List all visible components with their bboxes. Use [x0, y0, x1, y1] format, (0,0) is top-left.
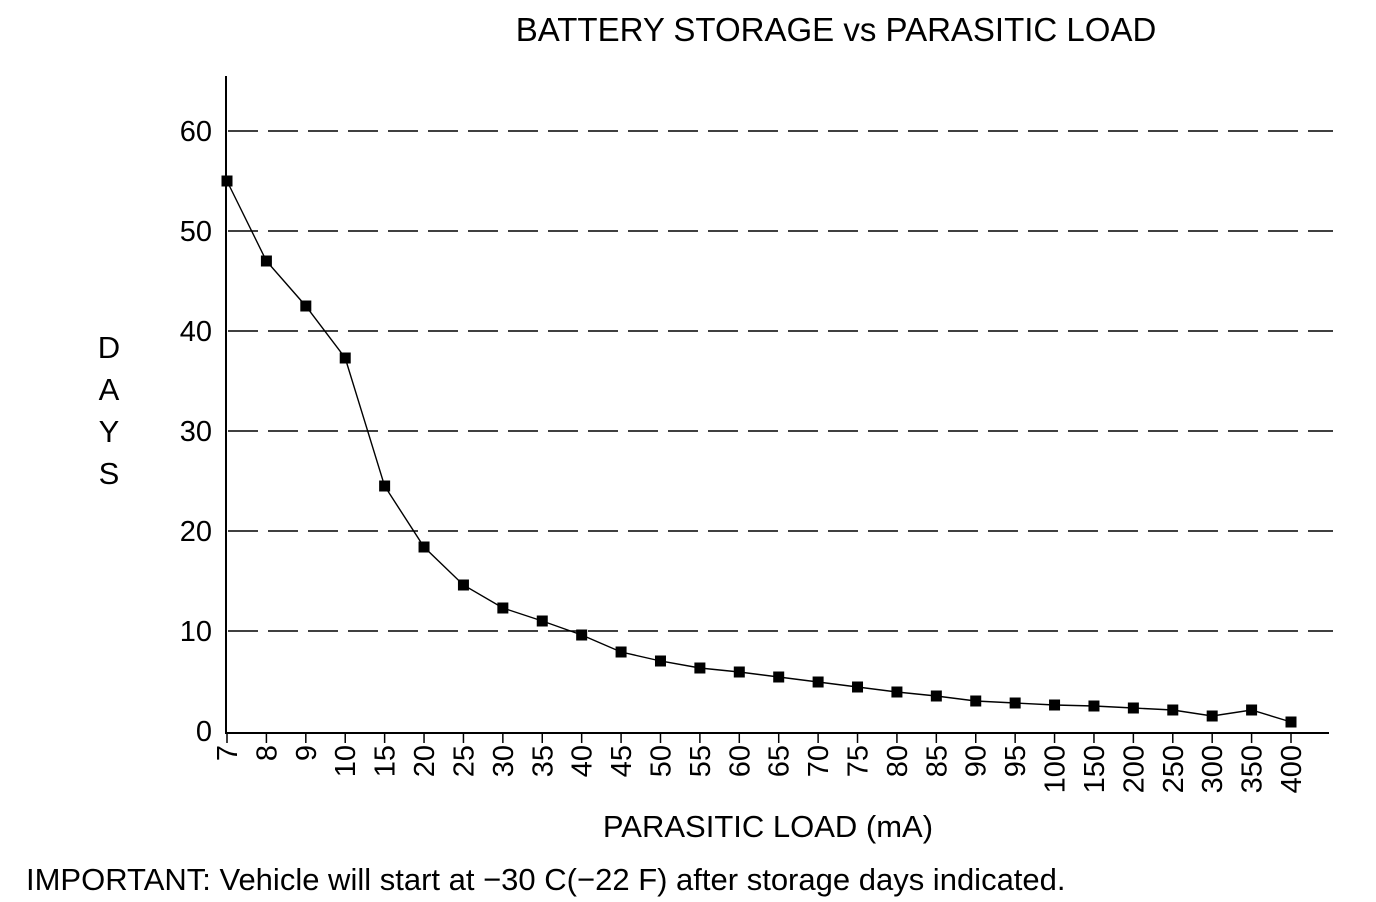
data-point-55: [694, 662, 706, 674]
x-tick-label-55: 55: [685, 745, 717, 777]
y-tick-label-30: 30: [180, 416, 212, 448]
chart-title: BATTERY STORAGE vs PARASITIC LOAD: [516, 11, 1157, 48]
data-point-10: [339, 352, 351, 364]
x-tick-label-80: 80: [882, 745, 914, 777]
x-tick-label-45: 45: [606, 745, 638, 777]
x-tick-label-50: 50: [645, 745, 677, 777]
y-tick-label-40: 40: [180, 316, 212, 348]
data-point-50: [654, 655, 666, 667]
data-point-100: [1049, 699, 1061, 711]
data-point-300: [1206, 710, 1218, 722]
data-point-75: [852, 681, 864, 693]
y-axis-label-letter: S: [99, 456, 120, 491]
y-tick-label-50: 50: [180, 216, 212, 248]
data-point-400: [1285, 716, 1297, 728]
data-point-95: [1009, 697, 1021, 709]
data-point-8: [260, 255, 272, 267]
x-tick-label-8: 8: [251, 745, 283, 761]
data-point-65: [773, 671, 785, 683]
x-tick-label-95: 95: [1000, 745, 1032, 777]
data-point-250: [1167, 704, 1179, 716]
y-tick-label-0: 0: [196, 716, 212, 748]
data-markers: [221, 175, 1297, 728]
data-point-20: [418, 541, 430, 553]
x-tick-label-300: 300: [1197, 745, 1229, 793]
data-point-30: [497, 602, 509, 614]
x-tick-label-150: 150: [1079, 745, 1111, 793]
data-point-45: [615, 646, 627, 658]
x-tick-label-40: 40: [567, 745, 599, 777]
x-tick-label-20: 20: [409, 745, 441, 777]
x-tick-label-250: 250: [1158, 745, 1190, 793]
x-tick-label-10: 10: [330, 745, 362, 777]
x-tick-label-70: 70: [803, 745, 835, 777]
data-point-9: [300, 300, 312, 312]
x-tick-label-30: 30: [488, 745, 520, 777]
data-point-40: [576, 629, 588, 641]
x-tick-label-90: 90: [961, 745, 993, 777]
x-tick-label-15: 15: [370, 745, 402, 777]
x-tick-label-9: 9: [291, 745, 323, 761]
data-point-350: [1246, 704, 1258, 716]
x-tick-label-400: 400: [1276, 745, 1308, 793]
x-tick-label-60: 60: [724, 745, 756, 777]
x-tick-labels: 7 8 9 10 15 20 25 30 35 40 45 50 55 60 65 70 75 80 85 90 95 1…: [212, 733, 1308, 793]
data-point-35: [536, 615, 548, 627]
data-point-70: [812, 676, 824, 688]
y-axis-label-letter: Y: [99, 414, 120, 449]
x-axis-label: PARASITIC LOAD (mA): [603, 809, 933, 844]
important-note: IMPORTANT: Vehicle will start at −30 C(−…: [26, 862, 1066, 897]
data-point-7: [221, 175, 233, 187]
data-point-60: [733, 666, 745, 678]
x-tick-label-25: 25: [448, 745, 480, 777]
y-tick-label-20: 20: [180, 516, 212, 548]
x-tick-label-350: 350: [1237, 745, 1269, 793]
data-point-90: [970, 695, 982, 707]
x-tick-label-35: 35: [527, 745, 559, 777]
data-point-80: [891, 686, 903, 698]
data-point-85: [930, 690, 942, 702]
data-point-25: [457, 579, 469, 591]
series-line: [226, 180, 1292, 723]
x-tick-label-75: 75: [843, 745, 875, 777]
gridlines: [228, 130, 1333, 632]
x-tick-label-85: 85: [921, 745, 953, 777]
x-tick-label-100: 100: [1040, 745, 1072, 793]
x-tick-label-7: 7: [212, 745, 244, 761]
y-axis-label-letter: A: [99, 372, 120, 407]
data-point-15: [379, 480, 391, 492]
y-tick-label-10: 10: [180, 616, 212, 648]
x-tick-label-65: 65: [764, 745, 796, 777]
data-point-200: [1127, 702, 1139, 714]
x-tick-label-200: 200: [1118, 745, 1150, 793]
y-tick-label-60: 60: [180, 116, 212, 148]
data-point-150: [1088, 700, 1100, 712]
y-tick-labels: 0 10 20 30 40 50 60: [180, 116, 212, 748]
y-axis-label-letter: D: [98, 330, 120, 365]
